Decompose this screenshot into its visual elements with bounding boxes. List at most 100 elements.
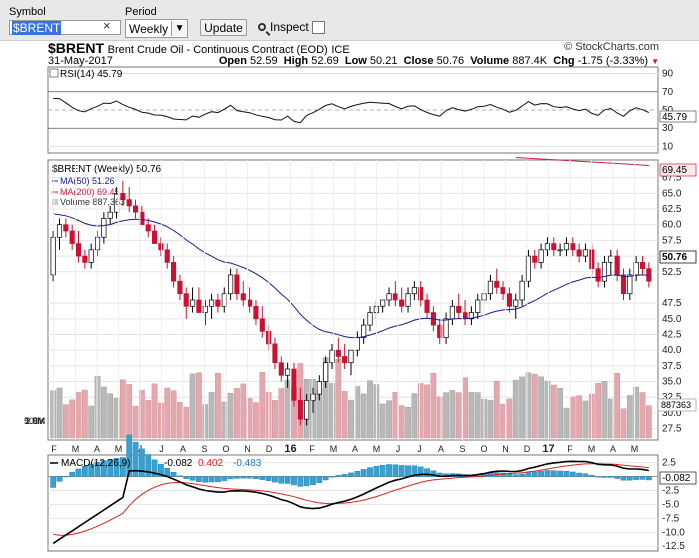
x-tick-label: F bbox=[567, 444, 573, 454]
macd-hist-bar bbox=[405, 465, 411, 477]
rsi-tag-box bbox=[659, 110, 697, 123]
candle-body bbox=[69, 230, 75, 244]
volume-tick-label: 2.0M bbox=[25, 416, 45, 426]
macd-tag: -0.082 bbox=[662, 473, 691, 484]
candle-body bbox=[107, 211, 113, 219]
macd-hist-bar bbox=[569, 471, 576, 477]
chevron-down-icon[interactable]: ▼ bbox=[171, 21, 188, 36]
chart-name: Brent Crude Oil - Continuous Contract (E… bbox=[107, 44, 328, 56]
update-button[interactable]: Update bbox=[200, 19, 247, 36]
candle-body bbox=[582, 249, 589, 257]
candle-body bbox=[392, 293, 398, 301]
macd-hist-bar bbox=[582, 473, 589, 477]
candle-body bbox=[443, 318, 449, 338]
macd-tag-box bbox=[659, 471, 697, 485]
volume-bar bbox=[107, 393, 114, 439]
x-tick-label: N bbox=[244, 444, 251, 454]
macd-hist-bar bbox=[626, 476, 633, 481]
ma200-tag-box bbox=[659, 163, 697, 177]
macd-hist-bar bbox=[329, 476, 335, 478]
volume-bar bbox=[215, 373, 221, 439]
volume-tag: 887363 bbox=[661, 400, 691, 410]
high-value: 52.69 bbox=[311, 55, 339, 67]
candle-body bbox=[348, 349, 354, 364]
macd-hist-bar bbox=[183, 476, 190, 479]
volume-bar bbox=[69, 399, 76, 439]
volume-bar bbox=[398, 405, 405, 439]
symbol-input-value: $BRENT bbox=[12, 21, 62, 35]
candle-body bbox=[519, 280, 525, 301]
candle-body bbox=[544, 243, 551, 251]
open-value: 52.59 bbox=[250, 55, 278, 67]
macd-hist-bar bbox=[354, 470, 361, 477]
macd-hist-bar bbox=[126, 434, 133, 477]
period-select[interactable]: Weekly ▼ bbox=[125, 19, 189, 38]
macd-hist-bar bbox=[303, 476, 310, 487]
candle-body bbox=[202, 305, 208, 313]
macd-hist-bar bbox=[50, 476, 57, 488]
price-tick-label: 32.5 bbox=[662, 392, 682, 403]
candle-body bbox=[513, 299, 519, 307]
macd-hist-bar bbox=[531, 471, 538, 477]
macd-hist-bar bbox=[56, 476, 63, 482]
x-tick-label: J bbox=[417, 444, 422, 454]
candle-body bbox=[386, 293, 392, 301]
candle-body bbox=[620, 274, 627, 295]
x-axis: FMAMJJASOND16FMAMJJASOND17FMAM bbox=[51, 160, 638, 455]
macd-hist-bar bbox=[101, 460, 107, 477]
candle-body bbox=[500, 287, 506, 295]
rsi-legend: RSI(14) 45.79 bbox=[60, 69, 123, 80]
volume-tick-label: 500K bbox=[24, 416, 45, 426]
volume-bar bbox=[595, 383, 601, 439]
volume-bars bbox=[50, 357, 652, 439]
macd-hist-bar bbox=[69, 472, 76, 477]
x-tick-label: N bbox=[502, 444, 509, 454]
candle-body bbox=[228, 274, 234, 295]
ma50-line bbox=[53, 213, 649, 339]
rsi-legend-swatch bbox=[49, 68, 59, 78]
macd-hist-bar bbox=[576, 472, 582, 477]
volume-bar bbox=[208, 392, 215, 439]
volume-bar bbox=[272, 400, 278, 439]
price-tick-label: 35.0 bbox=[662, 377, 682, 388]
macd-hist-bar bbox=[120, 457, 126, 477]
symbol-input[interactable]: $BRENT bbox=[9, 20, 121, 35]
close-tag-box bbox=[659, 250, 697, 264]
x-tick-label: A bbox=[180, 444, 186, 454]
chg-label: Chg bbox=[553, 55, 575, 67]
volume-bar bbox=[645, 405, 652, 439]
price-ticks: 67.565.062.560.057.555.052.547.545.042.5… bbox=[662, 173, 682, 435]
chart-exchange: ICE bbox=[331, 44, 350, 56]
clear-icon[interactable]: × bbox=[103, 18, 111, 33]
volume-bar bbox=[474, 392, 481, 439]
volume-tick-label: 1.5M bbox=[25, 416, 45, 426]
candle-body bbox=[456, 305, 462, 313]
candle-body bbox=[196, 299, 202, 313]
candle-body bbox=[525, 255, 531, 282]
macd-hist-bar bbox=[234, 476, 240, 479]
macd-hist-bar bbox=[601, 476, 608, 478]
price-tick-label: 52.5 bbox=[662, 267, 682, 278]
inspect-toggle[interactable]: Inspect bbox=[258, 20, 325, 34]
volume-tag-box bbox=[657, 398, 697, 412]
macd-hist-bar bbox=[373, 466, 380, 477]
candle-body bbox=[411, 287, 417, 295]
x-tick-label: A bbox=[438, 444, 444, 454]
volume-bar bbox=[56, 387, 63, 439]
candle-body bbox=[151, 230, 158, 244]
candle-body bbox=[145, 224, 151, 232]
volume-bar bbox=[113, 398, 120, 439]
inspect-checkbox[interactable] bbox=[311, 20, 325, 34]
x-tick-label: S bbox=[201, 444, 207, 454]
candle-body bbox=[487, 280, 493, 295]
volume-bar bbox=[240, 383, 247, 439]
candle-body bbox=[247, 299, 253, 307]
macd-hist-bar bbox=[506, 473, 513, 477]
candle-body bbox=[437, 324, 443, 338]
down-arrow-icon: ▼ bbox=[651, 57, 659, 66]
macd-tick-label: -12.5 bbox=[662, 541, 685, 552]
volume-bar bbox=[455, 392, 462, 439]
volume-bar bbox=[221, 401, 228, 439]
macd-hist-bar bbox=[538, 470, 544, 477]
